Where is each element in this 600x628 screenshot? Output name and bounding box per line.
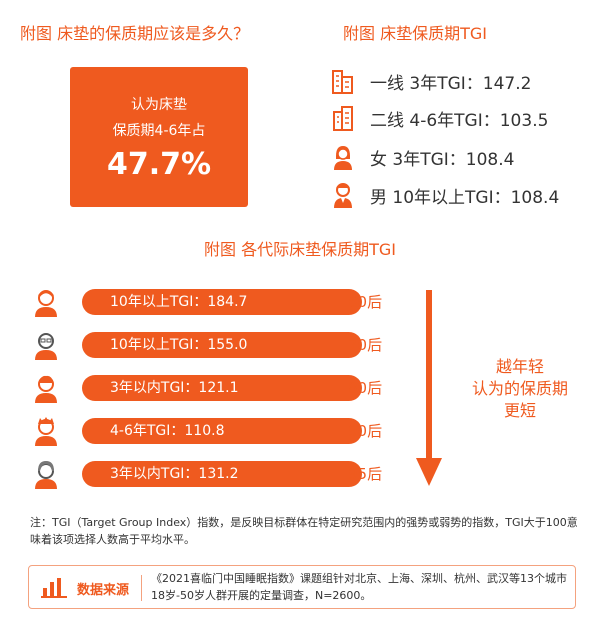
female-icon bbox=[330, 142, 356, 172]
person-icon-70s bbox=[30, 329, 62, 361]
generation-tgi-bar: 10年以上TGI：155.0 bbox=[82, 332, 362, 358]
left-title: 附图 床垫的保质期应该是多久？ bbox=[20, 24, 250, 43]
generation-label: 95后 bbox=[348, 465, 383, 483]
generation-tgi-bar: 4-6年TGI：110.8 bbox=[82, 418, 362, 444]
city-tgi-row: 二线 4-6年TGI：103.5 bbox=[330, 103, 548, 133]
city-tgi-row: 男 10年以上TGI：108.4 bbox=[330, 180, 559, 210]
generation-row: 3年以内TGI：131.2 95后 bbox=[30, 458, 390, 490]
side-note-line1: 越年轻 bbox=[495, 357, 544, 376]
city-tgi-text: 男 10年以上TGI：108.4 bbox=[370, 187, 560, 208]
generation-row: 10年以上TGI：184.7 60后 bbox=[30, 286, 390, 318]
city-tgi-row: 一线 3年TGI：147.2 bbox=[330, 66, 531, 96]
bar-chart-icon bbox=[41, 576, 69, 602]
city-tgi-text: 女 3年TGI：108.4 bbox=[370, 149, 515, 170]
person-icon-95s bbox=[30, 458, 62, 490]
male-icon bbox=[330, 180, 356, 210]
side-note-line2: 认为的保质期 bbox=[471, 379, 568, 398]
footnote: 注：TGI（Target Group Index）指数，是反映目标群体在特定研究… bbox=[30, 516, 578, 546]
hero-line2: 保质期4-6年占 bbox=[112, 123, 206, 139]
city-tgi-text: 一线 3年TGI：147.2 bbox=[370, 73, 532, 94]
generation-tgi-bar: 3年以内TGI：131.2 bbox=[82, 461, 362, 487]
generation-chart-title: 附图 各代际床垫保质期TGI bbox=[204, 240, 396, 259]
city-tgi-row: 女 3年TGI：108.4 bbox=[330, 142, 514, 172]
source-divider bbox=[141, 575, 142, 601]
generation-label: 70后 bbox=[348, 336, 383, 354]
generation-row: 4-6年TGI：110.8 90后 bbox=[30, 415, 390, 447]
right-title: 附图 床垫保质期TGI bbox=[343, 24, 487, 43]
city-tgi-text: 二线 4-6年TGI：103.5 bbox=[370, 110, 549, 131]
source-text: 《2021喜临门中国睡眠指数》课题组针对北京、上海、深圳、杭州、武汉等13个城市… bbox=[151, 572, 567, 602]
down-arrow-icon bbox=[416, 290, 442, 486]
generation-label: 80后 bbox=[348, 379, 383, 397]
hero-value: 47.7% bbox=[106, 147, 212, 182]
generation-row: 10年以上TGI：155.0 70后 bbox=[30, 329, 390, 361]
person-icon-80s bbox=[30, 372, 62, 404]
building-icon bbox=[330, 66, 356, 96]
generation-tgi-bar: 3年以内TGI：121.1 bbox=[82, 375, 362, 401]
generation-label: 60后 bbox=[348, 293, 383, 311]
side-note: 越年轻 认为的保质期 更短 bbox=[450, 356, 590, 422]
generation-tgi-bar: 10年以上TGI：184.7 bbox=[82, 289, 362, 315]
side-note-line3: 更短 bbox=[503, 401, 536, 420]
person-icon-90s bbox=[30, 415, 62, 447]
generation-label: 90后 bbox=[348, 422, 383, 440]
generation-row: 3年以内TGI：121.1 80后 bbox=[30, 372, 390, 404]
person-icon-60s bbox=[30, 286, 62, 318]
hero-line1: 认为床垫 bbox=[131, 97, 187, 113]
source-box: 数据来源 《2021喜临门中国睡眠指数》课题组针对北京、上海、深圳、杭州、武汉等… bbox=[28, 565, 576, 609]
source-title: 数据来源 bbox=[77, 583, 130, 598]
hero-stat-box: 认为床垫 保质期4-6年占 47.7% bbox=[70, 67, 248, 207]
building-icon bbox=[330, 103, 356, 133]
